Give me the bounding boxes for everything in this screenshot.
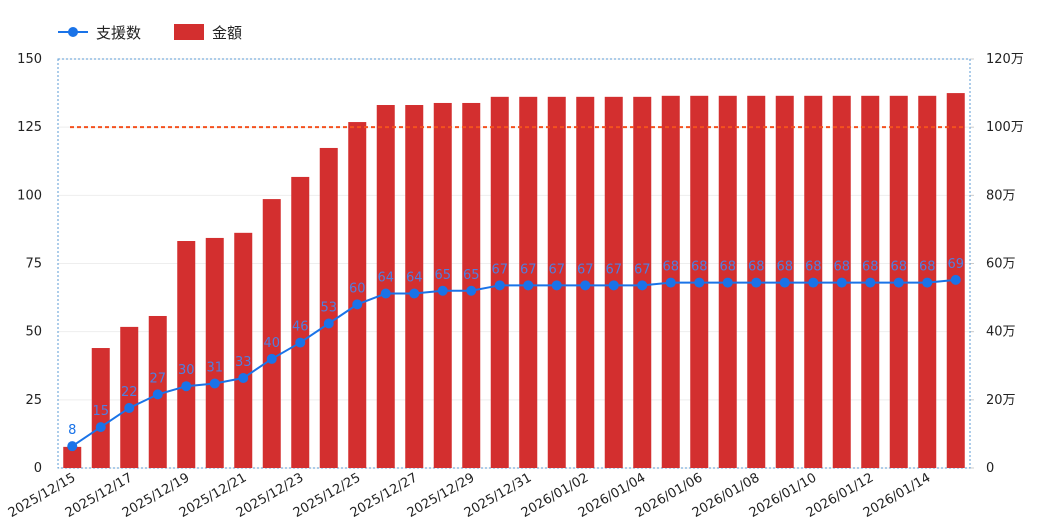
point [209, 378, 220, 389]
y-tick-label: 50 [25, 325, 42, 340]
point [466, 285, 477, 296]
y2-tick-label: 80万 [986, 188, 1016, 203]
point [238, 373, 249, 384]
bar [348, 122, 367, 468]
point [266, 353, 277, 364]
bar [234, 232, 253, 468]
point [295, 337, 306, 348]
point [665, 277, 676, 288]
point [523, 280, 534, 291]
value-label: 68 [776, 260, 793, 275]
value-label: 64 [406, 270, 423, 285]
point [124, 403, 135, 414]
point [323, 318, 334, 329]
bar [205, 237, 224, 468]
y2-tick-label: 0 [986, 461, 994, 476]
y2-tick-label: 100万 [986, 120, 1024, 135]
y-tick-label: 100 [17, 188, 42, 203]
bar [319, 147, 338, 468]
y-tick-label: 150 [17, 52, 42, 67]
legend-dot [68, 27, 78, 37]
point [722, 277, 733, 288]
bar [291, 176, 310, 468]
legend-swatch [174, 24, 204, 40]
value-label: 65 [434, 268, 451, 283]
value-label: 30 [178, 363, 195, 378]
point [694, 277, 705, 288]
point [580, 280, 591, 291]
legend-label: 支援数 [96, 24, 141, 42]
point [551, 280, 562, 291]
point [950, 274, 961, 285]
point [409, 288, 420, 299]
point [779, 277, 790, 288]
line [71, 278, 956, 448]
value-label: 67 [491, 262, 508, 277]
value-label: 67 [577, 262, 594, 277]
value-label: 53 [320, 300, 337, 315]
plot-border [57, 58, 971, 469]
value-label: 69 [947, 257, 964, 272]
value-label: 68 [890, 260, 907, 275]
point [808, 277, 819, 288]
point [865, 277, 876, 288]
value-label: 22 [121, 385, 138, 400]
y-tick-label: 75 [25, 257, 42, 272]
y2-tick-label: 20万 [986, 393, 1016, 408]
value-label: 60 [349, 281, 366, 296]
bar [462, 102, 481, 468]
value-label: 8 [68, 423, 76, 438]
bar [63, 446, 82, 468]
bar [120, 326, 139, 468]
point [922, 277, 933, 288]
value-label: 67 [520, 262, 537, 277]
y2-tick-label: 40万 [986, 325, 1016, 340]
value-label: 68 [719, 260, 736, 275]
value-label: 68 [919, 260, 936, 275]
y2-tick-label: 60万 [986, 257, 1016, 272]
value-label: 68 [805, 260, 822, 275]
value-label: 67 [605, 262, 622, 277]
value-label: 67 [634, 262, 651, 277]
value-label: 40 [263, 336, 280, 351]
point [181, 381, 192, 392]
y-tick-label: 0 [34, 461, 42, 476]
point [352, 299, 363, 310]
bar [433, 102, 452, 468]
bar [405, 105, 424, 468]
point [893, 277, 904, 288]
point [67, 441, 78, 452]
point [437, 285, 448, 296]
bar [91, 348, 110, 468]
bar [177, 241, 196, 468]
value-label: 46 [292, 320, 309, 335]
point [637, 280, 648, 291]
value-label: 15 [92, 404, 109, 419]
point [380, 288, 391, 299]
y-tick-label: 25 [25, 393, 42, 408]
value-label: 65 [463, 268, 480, 283]
value-label: 68 [833, 260, 850, 275]
value-label: 64 [377, 270, 394, 285]
point [494, 280, 505, 291]
value-label: 68 [862, 260, 879, 275]
value-label: 67 [548, 262, 565, 277]
bar [376, 105, 395, 468]
value-label: 68 [748, 260, 765, 275]
value-label: 68 [662, 260, 679, 275]
y-tick-label: 125 [17, 120, 42, 135]
point [152, 389, 163, 400]
value-label: 27 [149, 371, 166, 386]
point [751, 277, 762, 288]
legend-label: 金額 [212, 24, 242, 42]
point [836, 277, 847, 288]
value-label: 68 [691, 260, 708, 275]
point [608, 280, 619, 291]
y2-tick-label: 120万 [986, 52, 1024, 67]
value-label: 31 [206, 360, 223, 375]
bar [262, 199, 281, 468]
point [95, 422, 106, 433]
value-label: 33 [235, 355, 252, 370]
